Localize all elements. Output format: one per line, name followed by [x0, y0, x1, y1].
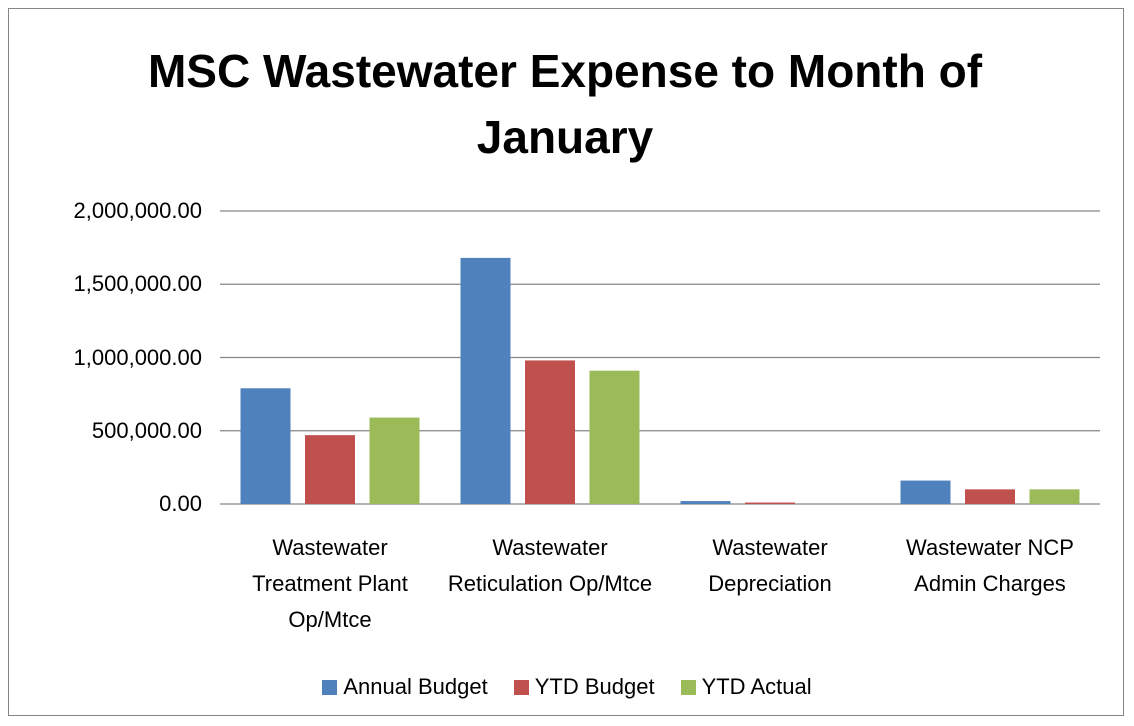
legend-label: Annual Budget: [343, 674, 488, 699]
y-tick-label: 2,000,000.00: [73, 198, 202, 223]
y-tick-label: 1,500,000.00: [73, 271, 202, 297]
chart-title: MSC Wastewater Expense to Month of Janua…: [147, 45, 983, 163]
legend-item: YTD Budget: [513, 674, 655, 700]
bar: [745, 502, 795, 504]
bar: [305, 435, 355, 504]
x-tick-label: Wastewater Treatment Plant Op/Mtce: [252, 535, 408, 632]
bar: [525, 360, 575, 504]
legend-swatch: [322, 679, 338, 695]
bar: [965, 489, 1015, 504]
bar: [240, 388, 291, 504]
legend-item: Annual Budget: [322, 674, 488, 700]
bar: [460, 257, 511, 504]
y-tick-label: 1,000,000.00: [73, 344, 202, 370]
legend-label: YTD Budget: [534, 674, 655, 699]
legend-swatch: [680, 679, 696, 695]
bar: [369, 417, 420, 504]
legend-label: YTD Actual: [701, 674, 812, 699]
bar: [589, 370, 640, 504]
bar: [900, 480, 951, 504]
bar: [1029, 489, 1080, 504]
legend-swatch: [513, 679, 529, 695]
bar: [680, 501, 731, 504]
legend: Annual Budget YTD Budget YTD Actual: [0, 674, 1134, 700]
y-tick-label: 500,000.00: [91, 417, 202, 443]
y-tick-label: 0.00: [159, 491, 202, 516]
legend-item: YTD Actual: [680, 674, 812, 700]
x-tick-label: Wastewater Reticulation Op/Mtce: [447, 535, 653, 596]
x-tick-label: Wastewater NCP Admin Charges: [906, 535, 1074, 596]
chart-frame: [8, 8, 1124, 716]
x-tick-label: Wastewater Depreciation: [708, 535, 832, 596]
